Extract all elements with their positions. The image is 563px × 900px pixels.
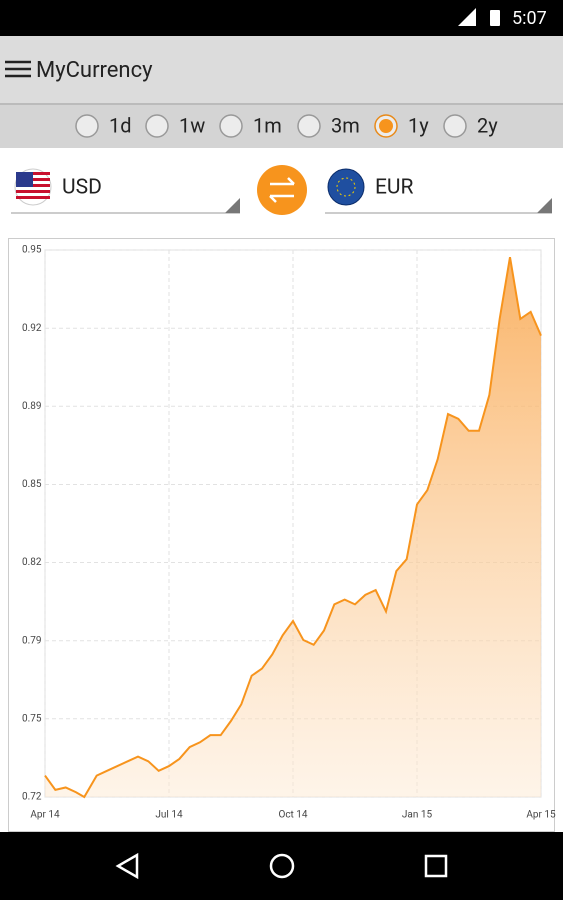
y-tick-label: 0.79	[22, 635, 42, 646]
from-spinner[interactable]: USD	[11, 168, 240, 214]
y-tick-label: 0.82	[22, 557, 42, 568]
x-tick-label: Jan 15	[402, 810, 433, 821]
period-radio[interactable]: 1m	[219, 113, 282, 138]
radio-dot	[379, 119, 393, 133]
to-currency: EUR	[375, 176, 414, 200]
radio-circle	[443, 114, 467, 138]
x-tick-label: Apr 14	[30, 810, 60, 821]
y-tick-label: 0.95	[22, 245, 42, 256]
menu-button[interactable]	[5, 60, 31, 78]
radio-circle	[219, 114, 243, 138]
app-bar	[0, 36, 563, 103]
radio-label: 1d	[109, 113, 132, 137]
back-button[interactable]	[115, 852, 139, 880]
radio-label: 3m	[331, 113, 360, 137]
recents-button[interactable]	[424, 854, 448, 878]
status-icons	[458, 8, 500, 26]
radio-label: 1m	[253, 113, 282, 137]
from-currency: USD	[62, 176, 102, 200]
x-tick-label: Jul 14	[155, 810, 183, 821]
to-spinner[interactable]: EUR	[325, 168, 552, 214]
radio-circle	[145, 114, 169, 138]
area-fill	[45, 257, 541, 798]
clock: 5:07	[512, 8, 547, 29]
y-tick-label: 0.72	[22, 792, 42, 803]
radio-label: 2y	[477, 113, 498, 137]
nav-bar	[0, 832, 563, 900]
swap-button[interactable]	[257, 165, 307, 215]
radio-label: 1w	[179, 113, 205, 137]
y-tick-label: 0.85	[22, 479, 42, 490]
x-tick-label: Oct 14	[278, 810, 307, 821]
y-tick-label: 0.89	[22, 401, 42, 412]
y-tick-label: 0.75	[22, 713, 42, 724]
radio-circle	[297, 114, 321, 138]
radio-label: 1y	[408, 113, 429, 137]
y-tick-label: 0.92	[22, 323, 42, 334]
app-title: MyCurrency	[36, 58, 153, 83]
period-radio[interactable]: 3m	[297, 113, 360, 138]
chart: 0.72 0.75 0.79 0.82 0.85 0.89 0.92 0.95 Apr 14 Ju…	[22, 245, 556, 821]
home-button[interactable]	[269, 853, 295, 879]
period-radio[interactable]: 1y	[374, 113, 429, 138]
period-selector: 1d 1w 1m 3m 1y 2y	[75, 113, 498, 138]
radio-circle	[75, 114, 99, 138]
period-radio[interactable]: 1d	[75, 113, 132, 138]
status-bar	[0, 0, 563, 36]
rate-line	[44, 256, 542, 799]
period-radio[interactable]: 2y	[443, 113, 498, 138]
x-tick-label: Apr 15	[526, 810, 556, 821]
period-radio[interactable]: 1w	[145, 113, 205, 138]
